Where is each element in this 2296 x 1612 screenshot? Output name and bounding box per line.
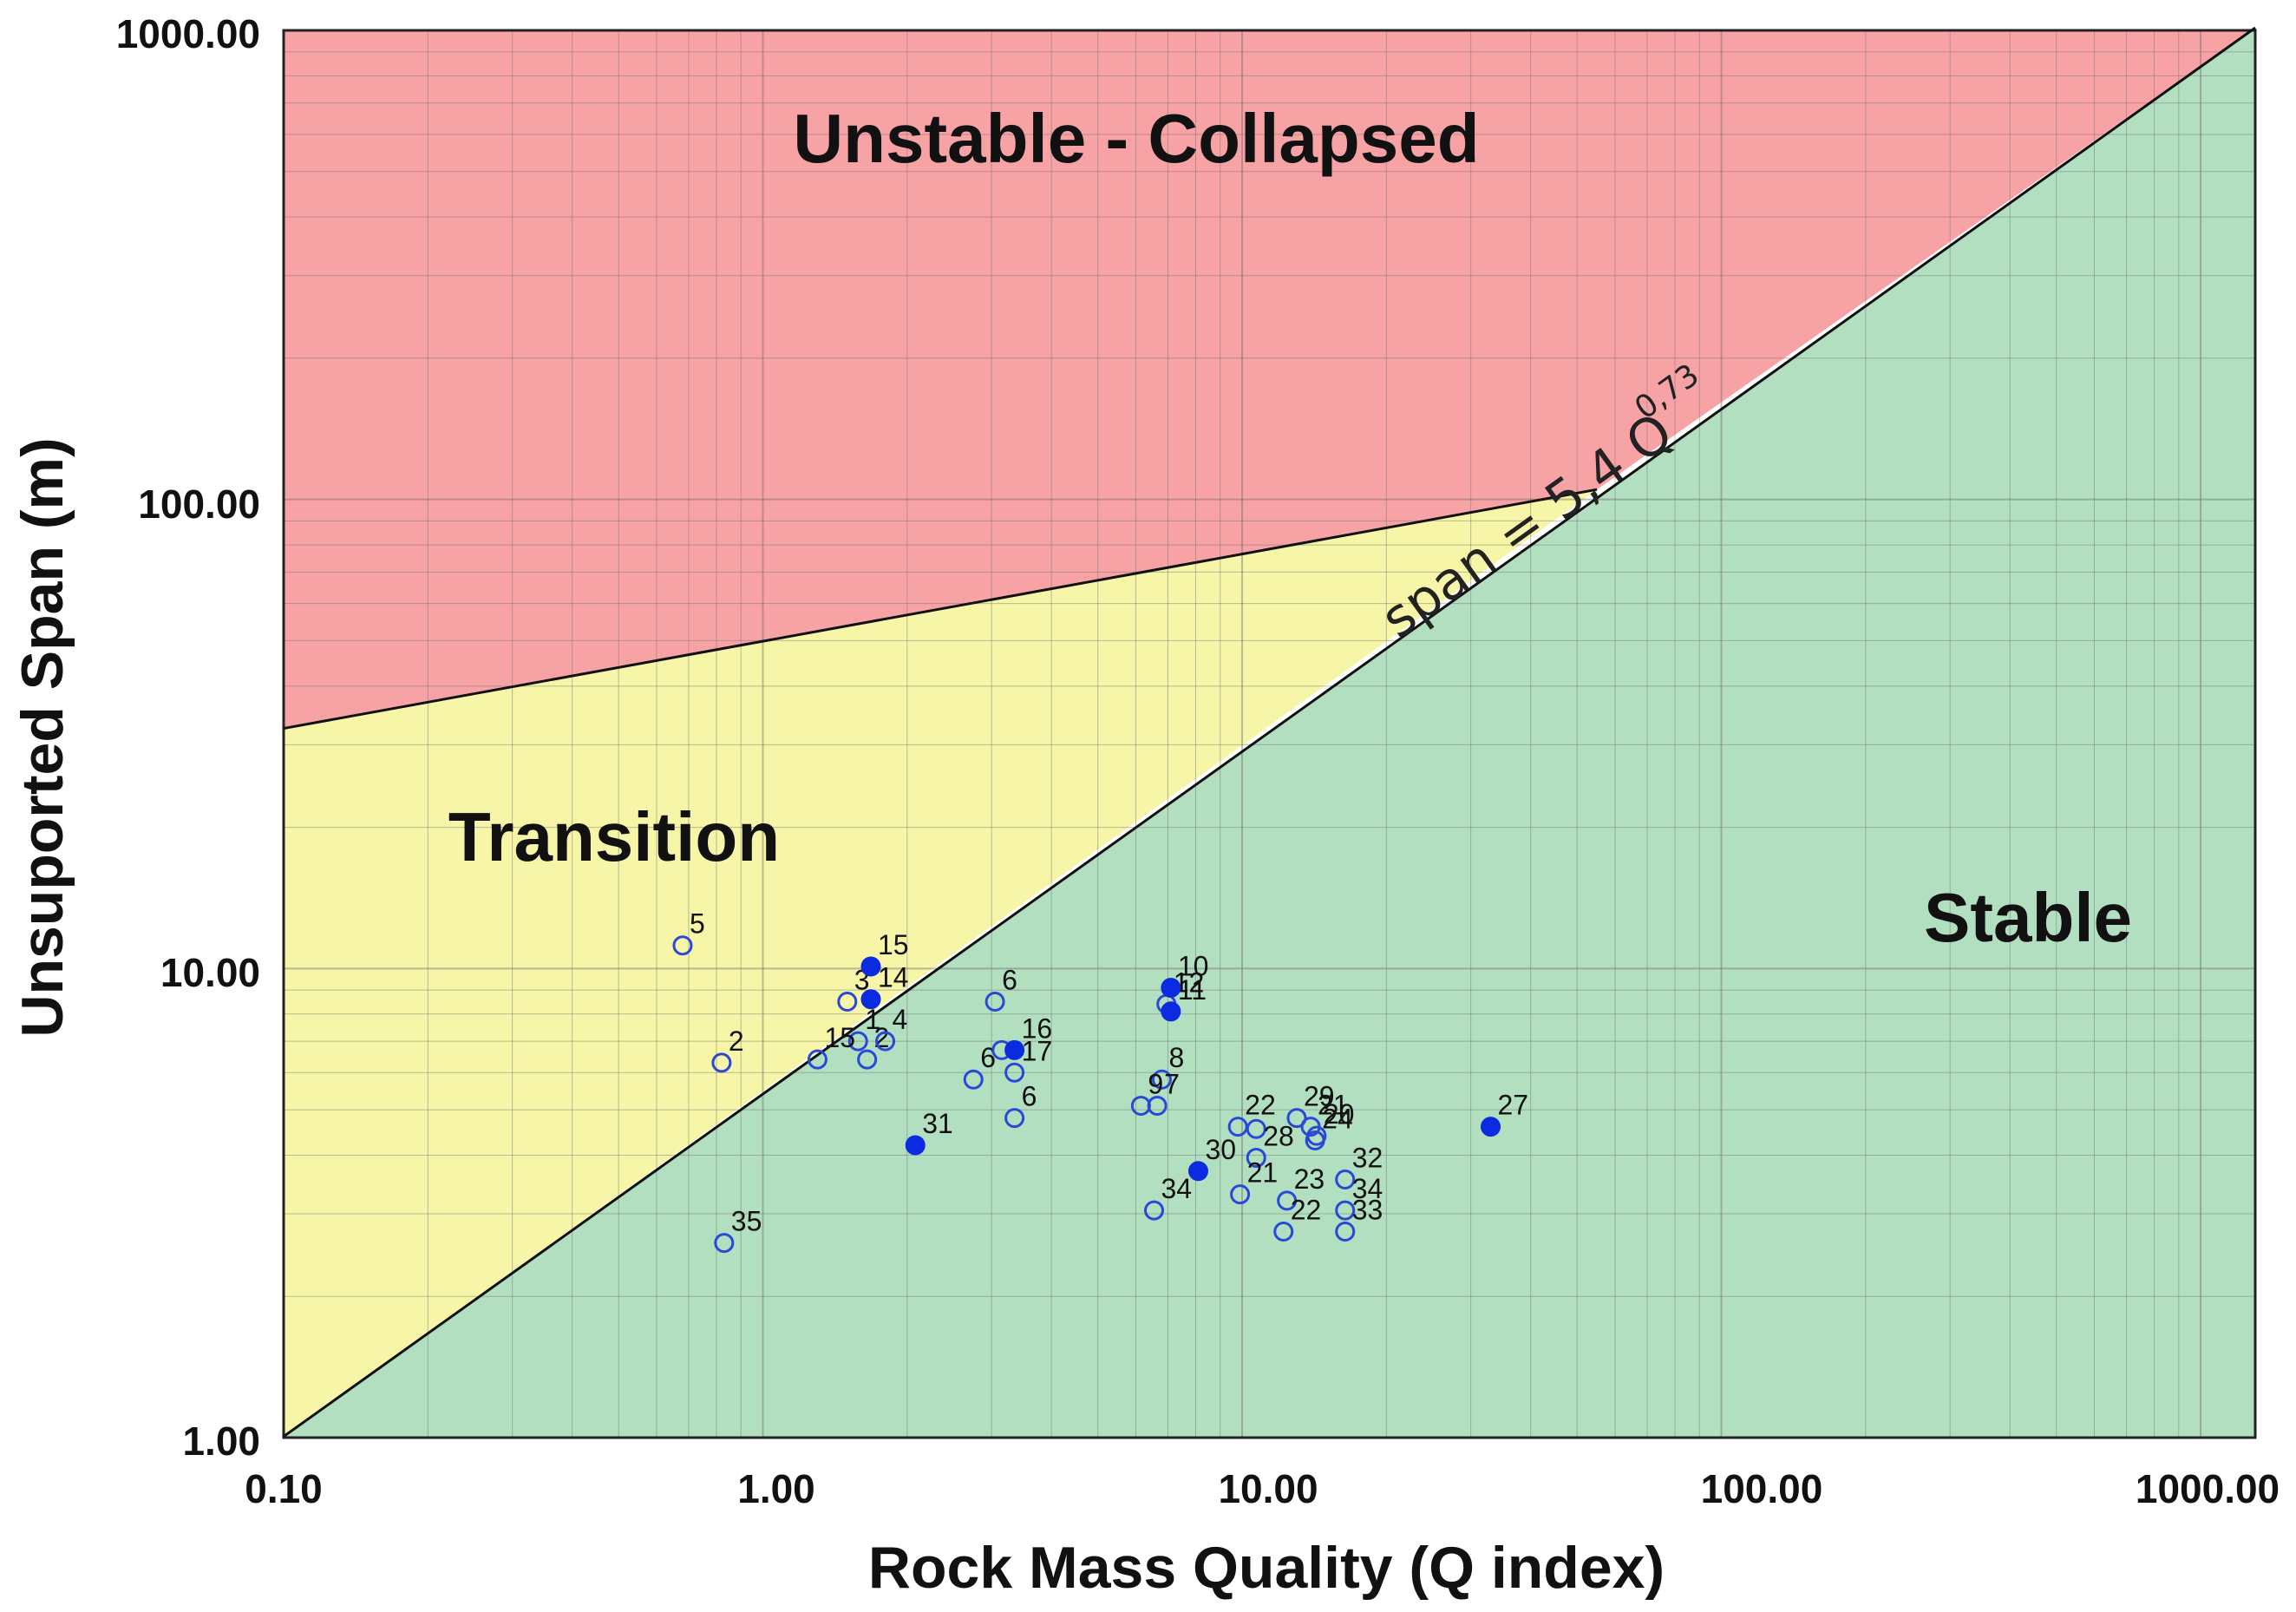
data-point-label: 31: [922, 1108, 953, 1139]
data-point-filled: [860, 956, 881, 977]
data-point-label: 11: [1178, 974, 1207, 1006]
x-tick-label: 1000.00: [2136, 1466, 2280, 1511]
x-tick-label: 0.10: [245, 1466, 323, 1511]
data-point-label: 32: [1352, 1143, 1383, 1174]
data-point-label: 15: [878, 929, 909, 960]
data-point-label: 2: [729, 1026, 744, 1057]
data-point-open: [1246, 1118, 1266, 1139]
data-point-label: 6: [1002, 964, 1017, 995]
data-point-label: 29: [1304, 1081, 1335, 1112]
data-point-label: 9: [1148, 1068, 1163, 1099]
data-point-open: [1277, 1190, 1298, 1211]
data-point-label: 30: [1205, 1134, 1236, 1165]
transition-boundary-line: [283, 488, 1598, 731]
data-point-open: [963, 1069, 984, 1090]
data-point-label: 27: [1498, 1090, 1529, 1121]
data-point-open: [711, 1052, 732, 1073]
x-tick-label: 1.00: [737, 1466, 815, 1511]
stable-boundary-line: [283, 26, 2256, 1438]
data-point-label: 14: [878, 962, 909, 993]
transition-region: [284, 489, 1598, 1437]
data-point-label: 8: [1168, 1042, 1184, 1073]
data-point-label: 1: [865, 1004, 880, 1035]
region-label-transition: Transition: [448, 798, 780, 875]
data-point-open: [1143, 1200, 1164, 1221]
unstable-region: [284, 28, 2255, 729]
y-tick-label: 1.00: [182, 1419, 260, 1464]
data-point-label: 24: [1322, 1104, 1353, 1135]
data-point-label: 21: [1318, 1090, 1349, 1121]
data-point-label: 22: [1245, 1090, 1276, 1121]
data-point-open: [1151, 1069, 1172, 1090]
data-point-filled: [905, 1135, 926, 1156]
boundary-lines: [283, 26, 2256, 1438]
region-labels: Unstable - Collapsed Transition Stable: [448, 100, 2132, 956]
data-point-label: 5: [690, 908, 705, 940]
data-point-label: 23: [1294, 1163, 1325, 1195]
data-point-label: 7: [1164, 1068, 1180, 1099]
y-axis-title: Unsuported Span (m): [10, 437, 75, 1037]
data-point-open: [1147, 1095, 1168, 1116]
x-axis-ticks: 0.10 1.00 10.00 100.00 1000.00: [245, 1466, 2280, 1511]
data-point-open: [1305, 1130, 1325, 1151]
data-point-open: [847, 1031, 868, 1052]
x-axis-title: Rock Mass Quality (Q index): [868, 1535, 1665, 1601]
y-axis-ticks: 1000.00 100.00 10.00 1.00: [116, 11, 260, 1464]
data-point-label: 10: [1178, 950, 1209, 981]
data-point-open: [875, 1031, 896, 1052]
data-point-filled: [1004, 1039, 1025, 1060]
data-point-filled: [860, 989, 881, 1010]
data-point-filled: [1161, 977, 1181, 998]
data-point-open: [1286, 1108, 1307, 1129]
x-tick-label: 10.00: [1218, 1466, 1318, 1511]
data-point-label: 34: [1161, 1173, 1192, 1204]
y-tick-label: 10.00: [160, 950, 260, 995]
data-point-label: 21: [1247, 1157, 1279, 1189]
data-point-label: 6: [1022, 1081, 1037, 1112]
data-point-filled: [1481, 1117, 1501, 1137]
data-point-open: [1335, 1221, 1356, 1242]
region-label-stable: Stable: [1924, 879, 2132, 956]
data-point-open: [1004, 1062, 1025, 1083]
data-point-label: 16: [1022, 1012, 1053, 1044]
data-point-open: [672, 935, 693, 956]
plot-frame: [282, 29, 2257, 1439]
data-point-open: [1273, 1221, 1294, 1242]
data-point-open: [1335, 1170, 1356, 1190]
data-point-open: [1004, 1108, 1025, 1129]
data-point-open: [1230, 1184, 1251, 1205]
data-point-open: [714, 1233, 735, 1254]
data-point-label: 20: [1324, 1098, 1355, 1130]
y-tick-label: 100.00: [138, 482, 260, 527]
data-point-open: [1246, 1147, 1266, 1168]
data-point-filled: [1161, 1001, 1181, 1022]
data-point-open: [1335, 1200, 1356, 1221]
data-point-label: 35: [731, 1206, 762, 1237]
x-tick-label: 100.00: [1701, 1466, 1823, 1511]
data-point-open: [984, 991, 1005, 1012]
data-point-open: [837, 991, 858, 1012]
data-point-open: [807, 1049, 827, 1070]
data-point-label: 4: [893, 1004, 908, 1035]
y-tick-label: 1000.00: [116, 11, 260, 56]
data-point-label: 34: [1352, 1173, 1383, 1204]
data-point-label: 33: [1352, 1194, 1383, 1225]
data-point-label: 28: [1263, 1120, 1294, 1151]
data-point-label: 15: [824, 1022, 855, 1053]
data-point-label: 17: [1022, 1035, 1053, 1066]
region-label-unstable: Unstable - Collapsed: [793, 100, 1479, 177]
data-point-label: 22: [1291, 1194, 1322, 1225]
data-point-filled: [1187, 1161, 1208, 1182]
data-point-open: [857, 1049, 878, 1070]
